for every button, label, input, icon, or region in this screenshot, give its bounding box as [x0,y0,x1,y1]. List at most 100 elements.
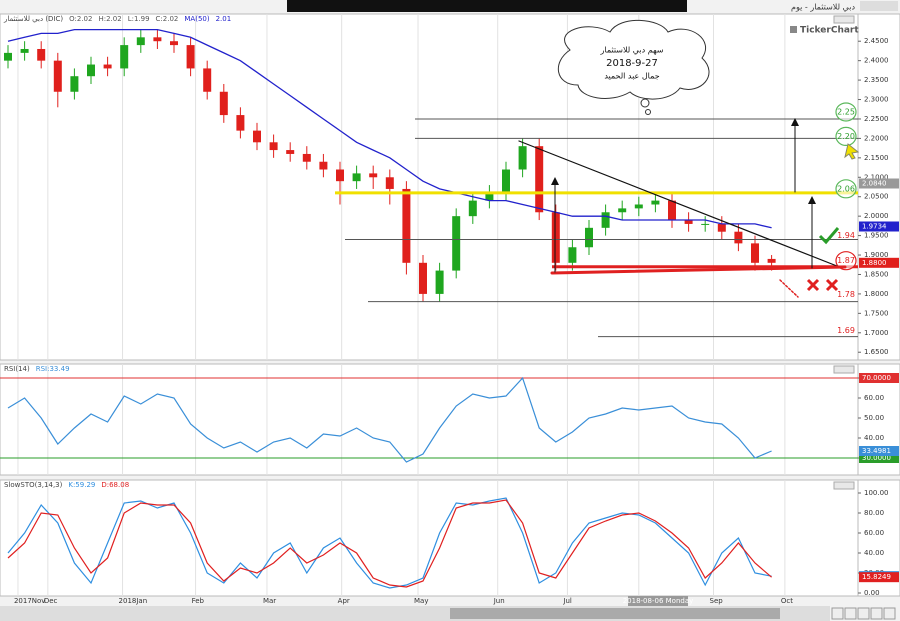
arrow-head [808,196,816,204]
y-tick-label: 2.2000 [864,134,889,142]
note-bubble-dot [645,109,651,115]
toolbar-button[interactable] [831,607,844,620]
candle-body [651,200,660,205]
candle-body [518,146,527,170]
toolbar-button[interactable] [870,607,883,620]
legend-text: 2.01 [216,15,232,23]
legend-text: RSI(14) [4,365,30,373]
level-circle [835,102,857,122]
x-tick-label: Feb [192,597,205,605]
candle-body [4,52,12,61]
x-tick-label: Dec [44,597,58,605]
y-tick-label: 1.8500 [864,270,889,278]
candle-body [53,60,62,92]
price-tag-label: 1.9734 [862,222,887,230]
pane-button[interactable] [833,15,855,24]
candle-body [286,150,295,154]
candle-body [684,220,693,224]
candle-body [618,208,627,213]
candle-body [219,91,228,116]
level-label: 1.87 [837,256,855,265]
candle-body [203,68,212,92]
x-tick-label: 2017Nov [14,597,45,605]
arrow-head [551,177,559,185]
y-tick-label: 1.6500 [864,348,889,356]
candle-body [103,64,112,69]
price-tag [859,572,899,583]
level-circle [835,251,857,271]
y-tick-label: 2.3500 [864,76,889,84]
candle-body [352,173,361,182]
y-tick-label: 50.00 [864,414,884,422]
note-bubble-dot [640,98,650,108]
pane-button[interactable] [833,365,855,374]
candle-body [502,169,510,193]
legend-text: دبي للاستثمار (DIC) [3,15,63,23]
logo-icon [790,26,797,33]
y-tick-label: 100.00 [864,489,889,497]
series-line [7,28,772,229]
price-tag [859,178,899,189]
toolbar-button[interactable] [857,607,870,620]
candle-body [551,212,560,263]
cross-mark [806,278,820,292]
candle-body [20,48,29,53]
candle-body [319,161,328,170]
window-buttons[interactable] [860,1,898,11]
x-tick-label: Apr [338,597,350,605]
x-tick-label: May [414,597,428,605]
candle-body [253,130,261,143]
candle-body [385,177,394,189]
legend-text: C:2.02 [156,15,179,23]
candle-body [269,142,278,151]
candle-body [734,231,743,244]
y-tick-label: 1.7000 [864,329,889,337]
y-tick-label: 1.7500 [864,309,889,317]
level-label: 1.94 [837,231,855,240]
scroll-thumb[interactable] [450,608,780,619]
reference-tag [859,453,899,463]
candle-body [236,115,245,131]
y-tick-label: 1.9500 [864,232,889,240]
y-tick-label: 0.00 [864,589,880,597]
level-label: 2.06 [837,184,855,193]
y-tick-label: 1.8000 [864,290,889,298]
candle-body [435,270,444,294]
legend-text: SlowSTO(3,14,3) [4,481,63,489]
series-line [7,499,772,588]
note-text: 2018-9-27 [606,58,658,69]
candle-body [120,45,129,69]
series-line [7,376,772,463]
legend-text: MA(50) [184,15,209,23]
toolbar-button[interactable] [844,607,857,620]
price-tag-label: 33.4981 [862,447,891,455]
x-tick-label: Sep [710,597,724,605]
legend-text: D:68.08 [101,481,129,489]
y-tick-label: 2.4000 [864,57,889,65]
pane-button[interactable] [833,481,855,490]
y-tick-label: 30.0000 [862,454,891,462]
price-tag-label: 15.8249 [862,573,891,581]
arrow-head [791,118,799,126]
y-tick-label: 2.2500 [864,115,889,123]
support-line [550,265,847,275]
candle-body [452,216,461,271]
candle-body [153,37,162,42]
candle-body [402,188,411,263]
cross-mark [825,278,839,292]
candle-body [302,153,311,162]
trend-line [518,140,843,269]
reference-tag [859,373,899,383]
candle-body [186,45,195,69]
toolbar-button[interactable] [883,607,896,620]
candle-body [136,37,145,46]
candle-body [70,76,79,92]
candle-body [585,227,593,248]
legend-text: RSI:33.49 [36,365,70,373]
candle-body [601,212,610,228]
candle-body [568,247,577,263]
window-title: دبي للاستثمار - يوم [791,3,855,12]
crosshair-tag [628,596,688,606]
y-tick-label: 80.00 [864,509,884,517]
